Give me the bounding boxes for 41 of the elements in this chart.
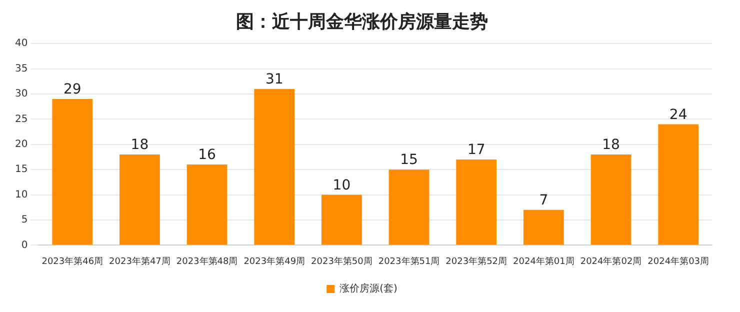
data-label: 18	[602, 137, 620, 154]
data-label: 24	[669, 106, 688, 123]
bar	[52, 99, 93, 245]
bar	[523, 210, 564, 245]
legend-label: 涨价房源(套)	[340, 282, 398, 295]
x-tick-label: 2023年第48周	[176, 256, 238, 267]
bar	[388, 170, 430, 245]
bar	[120, 154, 160, 245]
bar	[254, 88, 295, 245]
chart-title: 图：近十周金华涨价房源量走势	[236, 11, 488, 32]
data-label: 10	[332, 177, 351, 194]
x-tick-label: 2024年第01周	[513, 256, 574, 267]
y-tick-label: 20	[14, 138, 28, 150]
x-tick-label: 2023年第52周	[446, 256, 508, 267]
data-label: 31	[265, 72, 284, 88]
x-tick-label: 2023年第46周	[42, 256, 104, 267]
bar	[658, 124, 699, 245]
data-label: 29	[63, 82, 82, 98]
x-tick-label: 2023年第47周	[109, 256, 170, 267]
bar	[456, 160, 497, 245]
y-tick-label: 15	[14, 164, 28, 176]
y-tick-label: 10	[14, 189, 28, 200]
x-tick-label: 2024年第03周	[648, 256, 710, 267]
y-tick-label: 30	[14, 88, 28, 100]
data-label: 17	[467, 142, 486, 158]
x-tick-label: 2024年第02周	[580, 256, 642, 267]
x-tick-label: 2023年第49周	[244, 256, 306, 267]
y-tick-label: 35	[14, 63, 28, 74]
bar	[590, 154, 632, 245]
x-tick-label: 2023年第51周	[378, 256, 440, 267]
y-tick-label: 5	[21, 214, 28, 226]
bar	[186, 164, 228, 245]
data-label: 18	[130, 137, 149, 154]
data-label: 15	[400, 152, 418, 168]
y-tick-label: 0	[21, 240, 28, 251]
data-label: 7	[539, 192, 548, 209]
data-label: 16	[198, 147, 216, 164]
bar	[322, 194, 362, 245]
x-tick-label: 2023年第50周	[311, 256, 372, 267]
y-tick-label: 40	[14, 38, 28, 50]
y-tick-label: 25	[14, 114, 28, 125]
